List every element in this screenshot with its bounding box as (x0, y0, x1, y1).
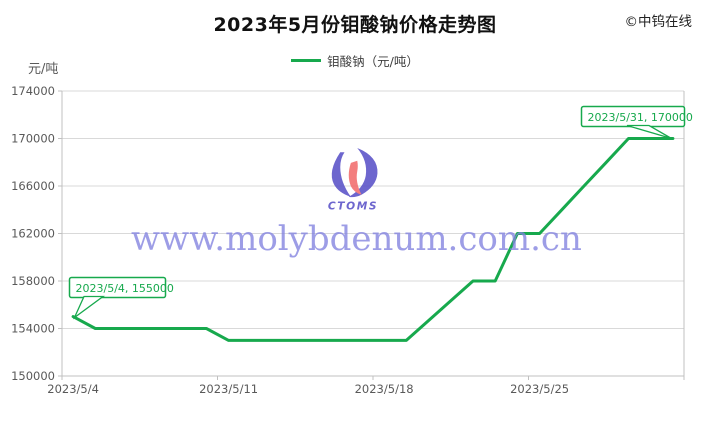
y-axis-tick-label: 170000 (11, 132, 55, 146)
y-axis-tick-label: 166000 (11, 179, 55, 193)
annotation-callout-pointer (72, 295, 105, 320)
y-axis-tick-label: 158000 (11, 274, 55, 288)
annotation-label: 2023/5/4, 155000 (76, 282, 174, 295)
price-line-series (71, 137, 675, 342)
legend: 钼酸钠（元/吨） (0, 52, 710, 69)
ctoms-logo-icon: CTOMS (328, 148, 378, 213)
annotation-label: 2023/5/31, 170000 (588, 111, 693, 124)
x-axis-tick-label: 2023/5/25 (510, 382, 569, 396)
x-axis-tick-label: 2023/5/18 (355, 382, 414, 396)
legend-series-label: 钼酸钠（元/吨） (327, 53, 419, 69)
y-axis-tick-label: 150000 (11, 369, 55, 383)
ctoms-logo-text: CTOMS (328, 200, 378, 213)
y-axis-unit-label: 元/吨 (28, 62, 59, 77)
annotation-callout-box (68, 276, 167, 299)
x-axis-tick-label: 2023/5/11 (199, 382, 258, 396)
y-axis-tick-label: 174000 (11, 84, 55, 98)
chart-title: 2023年5月份钼酸钠价格走势图 (213, 14, 497, 36)
y-axis-tick-label: 162000 (11, 227, 55, 241)
x-axis-tick-label: 2023/5/4 (47, 382, 99, 396)
copyright-label: ©中钨在线 (624, 14, 693, 30)
annotation-callout-pointer (626, 124, 672, 140)
legend-line-swatch (291, 58, 322, 62)
y-axis-tick-label: 154000 (11, 322, 55, 336)
